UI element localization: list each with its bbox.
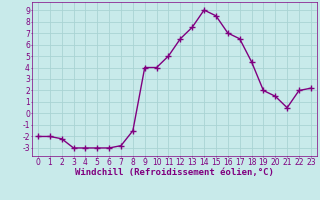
X-axis label: Windchill (Refroidissement éolien,°C): Windchill (Refroidissement éolien,°C) <box>75 168 274 177</box>
